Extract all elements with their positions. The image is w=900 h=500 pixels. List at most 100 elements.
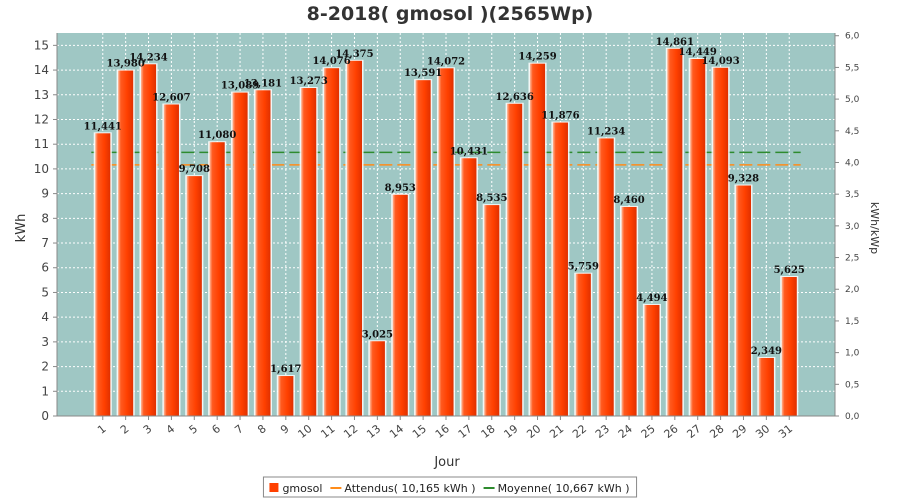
- bar: [529, 63, 546, 417]
- bar: [781, 277, 797, 416]
- y-tick-label: 1: [41, 384, 49, 398]
- x-tick-label: 30: [753, 422, 772, 441]
- y-tick-label: 6: [41, 261, 49, 275]
- bar: [575, 273, 591, 416]
- data-label: 9,708: [179, 164, 210, 175]
- data-label: 10,431: [450, 146, 488, 157]
- legend-label: Moyenne( 10,667 kWh ): [498, 482, 630, 495]
- x-tick-label: 19: [501, 422, 520, 441]
- y2-tick-label: 2,0: [845, 285, 860, 295]
- bar: [621, 206, 637, 416]
- y-axis-label: kWh: [14, 214, 29, 243]
- bar: [598, 138, 614, 416]
- legend-item: Moyenne( 10,667 kWh ): [483, 482, 630, 495]
- x-tick-label: 28: [707, 422, 726, 441]
- bar: [369, 341, 385, 416]
- x-tick-label: 3: [141, 422, 155, 437]
- data-label: 11,080: [198, 130, 236, 141]
- y-tick-label: 0: [41, 409, 49, 423]
- x-tick-label: 13: [364, 422, 383, 441]
- y2-tick-labels: 0,0 0,5 1,0 1,5 2,0 2,5 3,0 3,5 4,0 4,5 5,0 5,5 6,0: [845, 32, 860, 422]
- bar: [552, 122, 568, 416]
- data-label: 8,535: [476, 193, 507, 204]
- axes: [56, 33, 839, 420]
- y2-tick-label: 4,5: [845, 127, 859, 137]
- x-tick-label: 12: [341, 422, 360, 441]
- x-tick-label: 31: [776, 422, 795, 441]
- data-label: 2,349: [751, 346, 782, 357]
- x-tick-label: 14: [387, 422, 406, 441]
- data-label: 12,636: [496, 92, 534, 103]
- legend-frame: [262, 476, 638, 498]
- bar: [484, 205, 500, 416]
- data-label: 8,953: [385, 183, 416, 194]
- data-label: 14,234: [129, 52, 167, 63]
- data-label: 3,025: [362, 329, 393, 340]
- legend-label: gmosol: [282, 482, 322, 495]
- y2-tick-label: 5,0: [845, 95, 860, 105]
- x-tick-label: 17: [456, 422, 475, 441]
- x-tick-label: 29: [730, 422, 749, 441]
- x-tick-label: 8: [255, 422, 269, 437]
- data-label: 13,273: [290, 76, 328, 87]
- x-tick-label: 1: [95, 422, 109, 437]
- bar: [232, 92, 248, 416]
- x-tick-label: 24: [616, 422, 635, 441]
- x-tick-label: 15: [410, 422, 429, 441]
- bar: [278, 376, 294, 416]
- chart-title: 8-2018( gmosol )(2565Wp): [307, 3, 594, 25]
- x-tick-label: 21: [547, 422, 566, 441]
- legend-label: Attendus( 10,165 kWh ): [344, 482, 475, 495]
- x-tick-label: 6: [210, 422, 224, 437]
- x-axis-label: Jour: [433, 455, 460, 470]
- x-tick-label: 23: [593, 422, 612, 441]
- bar: [163, 104, 179, 416]
- bar: [255, 90, 271, 416]
- x-tick-label: 27: [685, 422, 704, 441]
- bar: [461, 158, 477, 416]
- legend-swatch: [269, 483, 279, 492]
- x-tick-label: 20: [524, 422, 543, 441]
- y2-tick-label: 0,5: [845, 380, 859, 390]
- y2-tick-label: 1,5: [845, 317, 859, 327]
- data-label: 13,591: [404, 68, 442, 79]
- y-tick-label: 12: [34, 112, 49, 126]
- x-tick-label: 18: [479, 422, 498, 441]
- x-tick-label: 9: [278, 422, 292, 437]
- data-label: 9,328: [728, 174, 759, 185]
- data-label: 14,076: [312, 56, 350, 67]
- y2-tick-label: 3,5: [845, 190, 859, 200]
- bar: [667, 48, 683, 416]
- y2-tick-label: 3,0: [845, 222, 860, 232]
- data-label: 8,460: [613, 195, 644, 206]
- bar: [735, 185, 752, 416]
- bar: [95, 133, 111, 417]
- y-tick-label: 8: [41, 211, 49, 225]
- data-label: 11,234: [587, 126, 625, 137]
- data-label: 11,876: [541, 111, 579, 122]
- x-tick-label: 11: [318, 422, 337, 441]
- x-tick-label: 16: [433, 422, 452, 441]
- bar: [346, 60, 363, 416]
- data-label: 14,259: [518, 52, 556, 63]
- y2-tick-label: 2,5: [845, 254, 859, 264]
- legend: gmosol Attendus( 10,165 kWh ) Moyenne( 10,…: [262, 476, 638, 498]
- y-tick-label: 3: [41, 335, 49, 349]
- data-label: 5,759: [568, 262, 599, 273]
- data-label: 14,093: [701, 56, 739, 67]
- y-tick-label: 14: [34, 63, 49, 77]
- x-tick-label: 2: [118, 422, 132, 437]
- y2-axis-label: kWh/kWp: [868, 202, 881, 254]
- bar: [758, 357, 774, 416]
- y-tick-label: 2: [41, 360, 49, 374]
- y-tick-label: 15: [34, 38, 49, 52]
- data-label: 14,072: [427, 56, 465, 67]
- data-label: 14,861: [656, 37, 694, 48]
- bar: [118, 70, 134, 416]
- data-label: 5,625: [774, 265, 805, 276]
- legend-item: Attendus( 10,165 kWh ): [330, 482, 476, 495]
- bars: [93, 47, 799, 417]
- y2-tick-label: 5,5: [845, 63, 859, 73]
